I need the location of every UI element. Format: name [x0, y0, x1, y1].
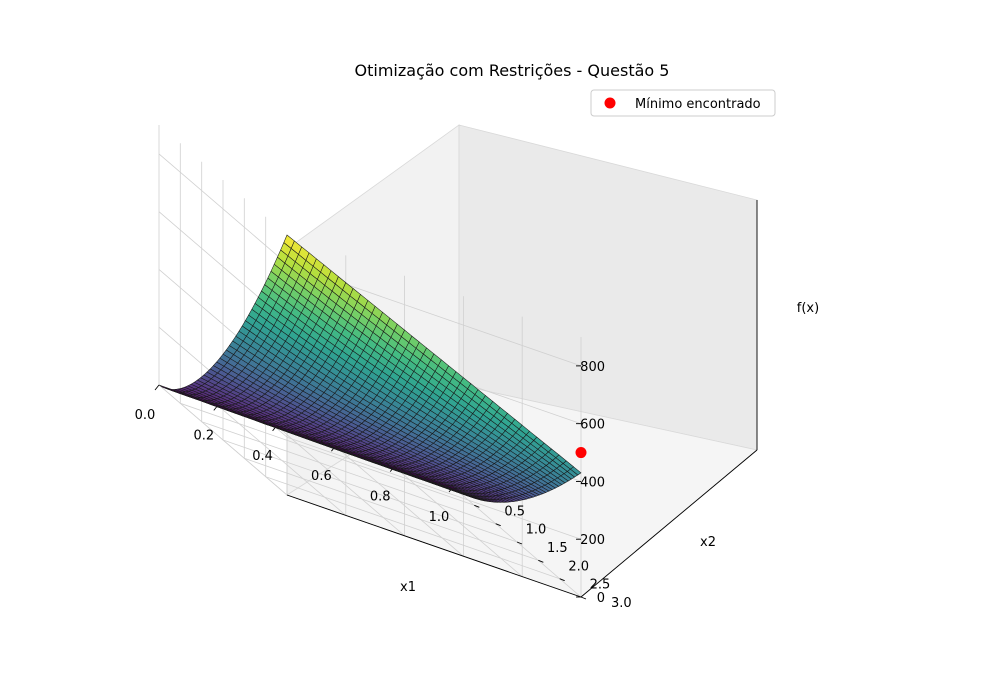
surface [158, 234, 582, 503]
x2-tick [580, 596, 587, 600]
chart-title: Otimização com Restrições - Questão 5 [355, 61, 670, 80]
legend: Mínimo encontrado [590, 89, 776, 117]
x1-tick-label: 0.0 [135, 408, 156, 423]
x1-tick-label: 1.0 [429, 510, 450, 525]
x1-tick-label: 0.6 [311, 469, 332, 484]
x2-axis-label: x2 [700, 535, 716, 550]
x2-tick-label: 1.5 [547, 541, 568, 556]
z-tick-label: 200 [580, 533, 605, 548]
z-tick-label: 0 [597, 591, 605, 606]
x2-tick [474, 504, 480, 508]
x1-axis-line [286, 494, 582, 598]
z-tick-label: 400 [580, 475, 605, 490]
x2-tick [538, 559, 544, 563]
x1-axis-label: x1 [400, 580, 416, 595]
z-axis-label: f(x) [797, 301, 819, 316]
x2-tick-label: 2.5 [590, 578, 611, 593]
x2-tick-label: 1.0 [526, 523, 547, 538]
z-gridline [158, 326, 582, 540]
z-tick-label: 600 [580, 418, 605, 433]
z-tick-label: 800 [580, 360, 605, 375]
legend-label: Mínimo encontrado [635, 97, 761, 112]
minimum-point [575, 447, 587, 459]
x1-tick-label: 0.4 [252, 449, 273, 464]
legend-marker [604, 97, 616, 109]
x1-tick-label: 0.2 [193, 428, 214, 443]
x2-tick-label: 3.0 [611, 596, 632, 611]
x2-axis-line [580, 449, 758, 598]
x2-tick [559, 578, 565, 582]
x1-tick-label: 0.8 [370, 490, 391, 505]
x2-tick-label: 2.0 [568, 559, 589, 574]
x1-tick [154, 384, 160, 391]
surface-patch [445, 484, 457, 490]
x2-tick-label: 0.5 [504, 504, 525, 519]
x2-tick [516, 541, 523, 545]
axis-lines [286, 200, 758, 598]
x2-tick [495, 523, 501, 527]
legend-box [590, 89, 776, 117]
